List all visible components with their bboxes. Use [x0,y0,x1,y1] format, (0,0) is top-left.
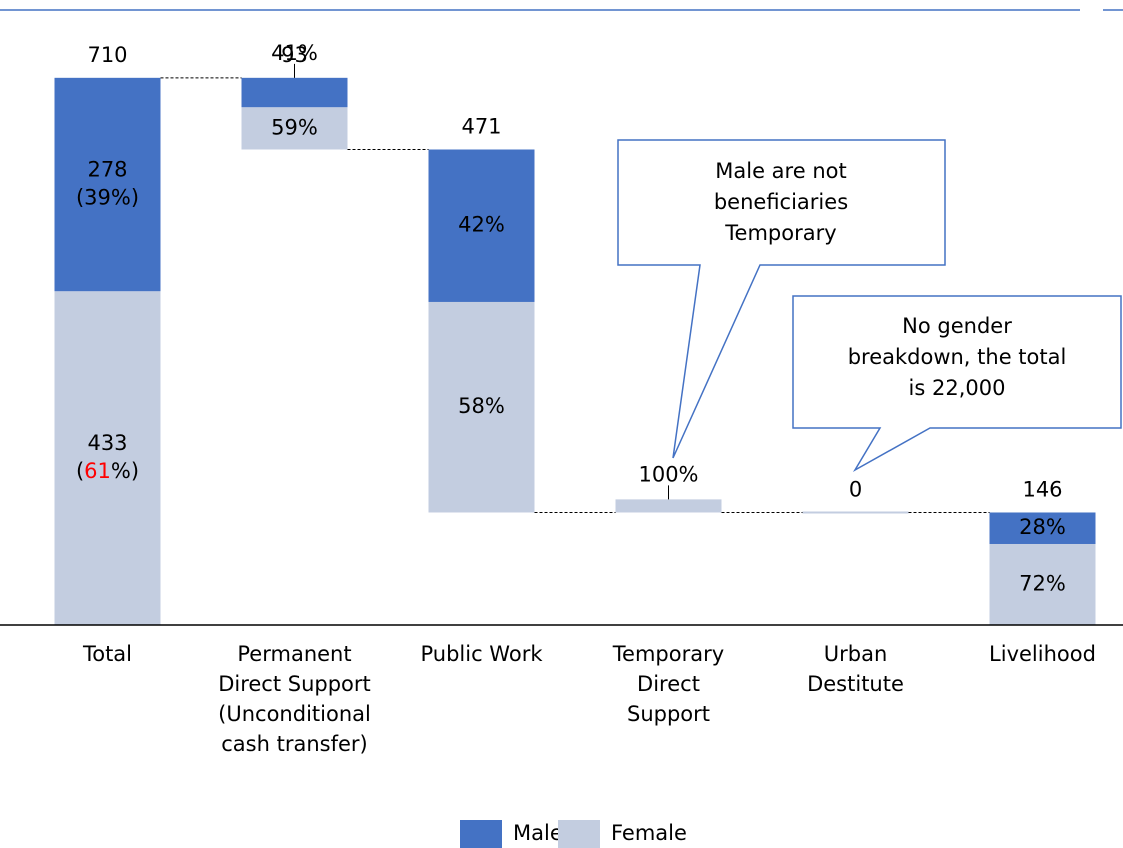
legend-swatch [558,820,600,848]
x-tick-label: Temporary [612,642,724,666]
segment-count: 433 [87,431,127,455]
legend-label: Male [513,821,563,845]
total-label: 0 [849,477,862,501]
legend-label: Female [611,821,687,845]
x-tick-label: (Unconditional [218,702,371,726]
bar-segment [615,499,722,513]
total-label: 471 [461,114,501,138]
x-tick-label: cash transfer) [221,732,367,756]
x-tick-label: Direct Support [218,672,371,696]
segment-count: 278 [87,158,127,182]
bar-segment [428,301,535,513]
callout-text: Temporary [724,221,836,245]
callout [617,139,946,459]
segment-label: (39%) [76,186,139,210]
callout [792,295,1122,473]
callout-text: Male are not [715,159,846,183]
bar-segment [428,149,535,302]
bar-segment [241,107,348,150]
legend-swatch [460,820,502,848]
x-tick-label: Destitute [807,672,904,696]
bar-segment [54,291,161,625]
bar-segment [989,543,1096,625]
bar-segment [54,77,161,292]
segment-label: 41% [271,41,318,65]
bar-segment [241,77,348,108]
segment-label: 28% [1019,515,1066,539]
segment-label: 58% [458,394,505,418]
callout-text: beneficiaries [714,190,848,214]
x-tick-label: Direct [637,672,700,696]
x-tick-label: Urban [824,642,888,666]
segment-label: 42% [458,213,505,237]
segment-label: (61%) [76,459,139,483]
x-tick-label: Total [82,642,132,666]
x-tick-label: Livelihood [989,642,1096,666]
total-label: 146 [1022,477,1062,501]
segment-label: 59% [271,115,318,139]
segment-label: 72% [1019,571,1066,595]
callout-text: breakdown, the total [848,345,1067,369]
callout-text: No gender [902,314,1012,338]
segment-label: 100% [638,462,698,486]
total-label: 93 [281,43,308,67]
bar-segment [989,512,1096,544]
callout-text: is 22,000 [909,376,1006,400]
x-tick-label: Permanent [237,642,351,666]
x-tick-label: Support [627,702,710,726]
x-tick-label: Public Work [420,642,543,666]
total-label: 710 [87,43,127,67]
